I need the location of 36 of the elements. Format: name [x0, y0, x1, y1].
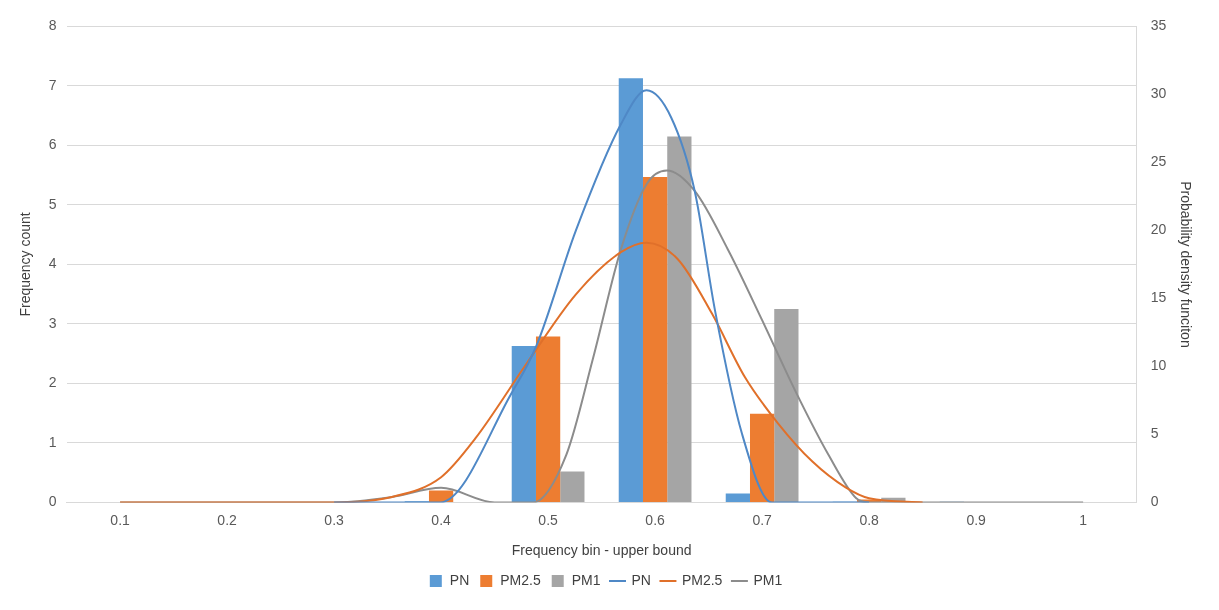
legend-label: PM1: [753, 571, 783, 588]
x-tick-label: 0.5: [538, 511, 559, 528]
x-tick-label: 0.7: [752, 511, 773, 528]
x-tick-label: 0.6: [645, 511, 666, 528]
y-tick-label: 3: [48, 314, 57, 331]
y-tick-label: 2: [48, 374, 57, 391]
y-tick-label: 0: [48, 493, 57, 510]
legend-label: PM2.5: [500, 571, 541, 588]
y-tick-label: 4: [48, 255, 57, 272]
y2-tick-label: 35: [1150, 17, 1167, 34]
y-tick-label: 7: [48, 76, 57, 93]
legend-label: PN: [631, 571, 651, 588]
y-tick-label: 6: [48, 136, 57, 153]
y2-tick-label: 15: [1150, 289, 1167, 306]
x-tick-label: 0.1: [110, 511, 131, 528]
y2-tick-label: 10: [1150, 357, 1167, 374]
y2-tick-label: 25: [1150, 153, 1167, 170]
y-tick-label: 8: [48, 17, 57, 34]
x-tick-label: 0.9: [966, 511, 987, 528]
x-tick-label: 0.8: [859, 511, 880, 528]
legend-label: PM2.5: [681, 571, 723, 588]
y2-tick-label: 30: [1150, 85, 1167, 102]
y-tick-label: 1: [48, 433, 57, 450]
y2-tick-label: 20: [1150, 221, 1167, 238]
legend-label: PN: [449, 571, 470, 588]
x-tick-label: 1: [1079, 511, 1088, 528]
x-tick-label: 0.4: [431, 511, 452, 528]
y2-tick-label: 0: [1150, 493, 1159, 510]
y2-tick-label: 5: [1150, 425, 1159, 442]
x-tick-label: 0.2: [217, 511, 238, 528]
y2-axis-title: Probability density funciton: [1177, 181, 1194, 348]
y-tick-label: 5: [48, 195, 57, 212]
y-axis-title: Frequency count: [17, 212, 34, 317]
legend-label: PM1: [571, 571, 601, 588]
x-axis-title: Frequency bin - upper bound: [511, 542, 692, 559]
x-tick-label: 0.3: [324, 511, 345, 528]
